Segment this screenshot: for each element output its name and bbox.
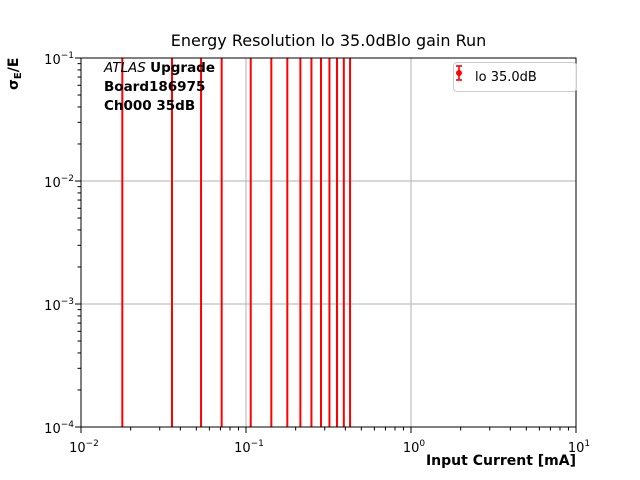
x-tick-label: 10−2 <box>69 439 99 456</box>
annotation-line-1: ATLAS Upgrade <box>104 59 215 78</box>
errorbar-marker-icon <box>456 65 462 81</box>
y-tick-label: 10−1 <box>44 51 74 68</box>
x-axis-label: Input Current [mA] <box>425 453 576 469</box>
annotation-channel: Ch000 35dB <box>104 98 196 114</box>
axes-spines <box>80 57 577 428</box>
y-axis-label-subscript: E <box>13 72 24 80</box>
annotation-board: Board186975 <box>104 79 206 95</box>
y-axis-label-rest: /E <box>6 57 22 73</box>
y-axis-label: σE/E <box>6 58 24 90</box>
legend-box: lo 35.0dB <box>453 62 577 92</box>
y-tick-label: 10−2 <box>44 174 74 191</box>
annotation-upgrade: Upgrade <box>150 60 216 76</box>
y-tick-label: 10−4 <box>44 420 74 437</box>
annotation-experiment: ATLAS <box>104 60 146 76</box>
chart-title: Energy Resolution lo 35.0dBlo gain Run <box>170 31 487 50</box>
plot-annotation: ATLAS Upgrade Board186975 Ch000 35dB <box>104 59 215 116</box>
y-tick-label: 10−3 <box>44 297 74 314</box>
legend-entry-label: lo 35.0dB <box>475 69 537 85</box>
y-axis-label-sigma: σ <box>6 79 22 90</box>
x-tick-label: 10−1 <box>234 439 264 456</box>
x-tick-label: 100 <box>403 439 426 456</box>
